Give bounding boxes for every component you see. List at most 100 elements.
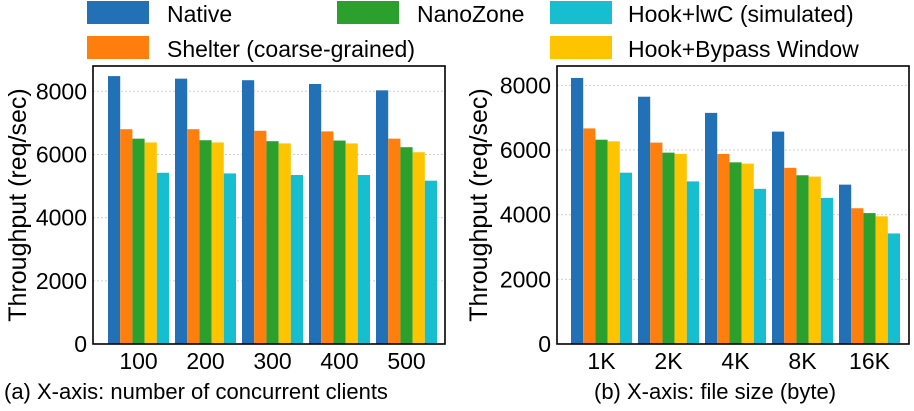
y-tick-label-b-4000: 4000 [500, 202, 551, 228]
bar-a-native-300 [242, 80, 255, 344]
y-axis-label-b: Throughput (req/sec) [465, 88, 493, 321]
bar-a-nanozone-300 [266, 141, 279, 344]
bar-b-hook-lwc-simulated-8k [820, 197, 833, 344]
bar-b-hook-lwc-simulated-1k [619, 172, 632, 344]
legend-label-shelter-main: Shelter [167, 36, 240, 62]
bar-a-hook-bypass-window-200 [211, 142, 224, 344]
y-ticks-a: 0 2000 4000 6000 8000 [36, 78, 87, 357]
bar-a-native-500 [376, 90, 389, 344]
bar-b-shelter-4k [717, 153, 730, 344]
bar-b-nanozone-8k [796, 175, 809, 344]
bar-b-hook-bypass-window-8k [808, 176, 821, 344]
x-ticks-b: 1K 2K 4K 8K 16K [587, 348, 890, 374]
legend-label-nanozone: NanoZone [417, 1, 524, 27]
bar-b-native-4k [705, 112, 718, 344]
legend-swatch-native [87, 1, 149, 24]
bar-b-hook-lwc-simulated-2k [686, 181, 699, 344]
chart-panel-a: 0 2000 4000 6000 8000 100 200 300 400 500 Throug… [4, 65, 446, 404]
legend-label-bypass: Hook+Bypass Window [628, 36, 859, 62]
bar-a-nanozone-400 [333, 140, 346, 344]
bar-b-native-8k [772, 131, 785, 344]
bars-a [108, 76, 437, 345]
bar-b-hook-bypass-window-4k [741, 163, 754, 344]
bar-a-shelter-200 [187, 129, 200, 344]
legend-label-hooklwc-suffix: (simulated) [733, 1, 853, 27]
legend-item-native: Native [87, 1, 232, 27]
legend-label-native: Native [167, 1, 232, 27]
y-tick-label-a-8000: 8000 [36, 78, 87, 104]
bar-b-hook-bypass-window-1k [607, 141, 620, 344]
y-axis-label-a: Throughput (req/sec) [4, 88, 32, 321]
y-tick-label-a-4000: 4000 [36, 205, 87, 231]
bar-a-hook-bypass-window-500 [412, 152, 425, 344]
chart-panel-b: 0 2000 4000 6000 8000 1K 2K 4K 8K 16K Throughput… [465, 65, 910, 404]
bar-a-nanozone-200 [199, 140, 212, 344]
y-tick-label-b-2000: 2000 [500, 266, 551, 292]
bar-b-shelter-16k [851, 208, 864, 344]
bar-a-hook-lwc-simulated-500 [424, 180, 437, 344]
bar-a-native-100 [108, 76, 121, 344]
bar-a-native-200 [175, 78, 188, 345]
legend-item-shelter: Shelter (coarse-grained) [87, 36, 415, 62]
caption-a: (a) X-axis: number of concurrent clients [4, 379, 388, 404]
y-tick-label-a-0: 0 [74, 331, 87, 357]
bar-a-hook-bypass-window-400 [345, 143, 358, 344]
bar-b-hook-lwc-simulated-4k [753, 188, 766, 344]
bar-b-shelter-8k [784, 167, 797, 344]
x-tick-label-b-2k: 2K [654, 348, 683, 374]
legend-item-hooklwc: Hook+lwC (simulated) [550, 1, 854, 27]
bar-a-hook-lwc-simulated-300 [290, 174, 303, 344]
legend-label-hooklwc: Hook+lwC (simulated) [628, 1, 854, 27]
bar-a-shelter-500 [388, 138, 401, 344]
bar-b-native-16k [839, 184, 852, 344]
bar-a-nanozone-500 [400, 147, 413, 344]
x-tick-label-a-500: 500 [387, 348, 425, 374]
bar-a-hook-bypass-window-100 [144, 142, 157, 344]
bar-a-shelter-100 [120, 129, 133, 344]
bar-b-nanozone-16k [863, 213, 876, 344]
bar-b-nanozone-2k [662, 152, 675, 344]
bar-b-shelter-2k [650, 142, 663, 344]
legend-item-nanozone: NanoZone [337, 1, 524, 27]
y-tick-label-b-8000: 8000 [500, 72, 551, 98]
x-tick-label-a-100: 100 [119, 348, 157, 374]
bar-a-nanozone-100 [132, 138, 145, 344]
legend-swatch-shelter [87, 36, 149, 59]
legend-swatch-hooklwc [550, 1, 612, 24]
plot-frame-a [92, 65, 446, 345]
bar-b-nanozone-1k [595, 139, 608, 344]
legend-label-hooklwc-main: Hook+lwC [628, 1, 733, 27]
x-tick-label-b-8k: 8K [788, 348, 817, 374]
legend-item-bypass: Hook+Bypass Window [550, 36, 859, 62]
x-tick-label-a-200: 200 [186, 348, 224, 374]
x-ticks-a: 100 200 300 400 500 [119, 348, 425, 374]
legend: Native NanoZone Hook+lwC (simulated) She… [87, 1, 859, 62]
bar-a-native-400 [309, 84, 322, 344]
x-tick-label-a-300: 300 [253, 348, 291, 374]
bar-b-native-1k [571, 77, 584, 345]
y-tick-label-a-6000: 6000 [36, 141, 87, 167]
legend-swatch-nanozone [337, 1, 399, 24]
bar-b-shelter-1k [583, 128, 596, 344]
legend-label-shelter: Shelter (coarse-grained) [167, 36, 415, 62]
bar-a-shelter-300 [254, 130, 267, 344]
y-tick-label-b-6000: 6000 [500, 137, 551, 163]
bar-a-hook-lwc-simulated-100 [156, 172, 169, 344]
x-tick-label-b-16k: 16K [849, 348, 891, 374]
plot-frame-b [556, 65, 910, 345]
x-tick-label-b-4k: 4K [721, 348, 750, 374]
bar-a-shelter-400 [321, 131, 334, 344]
bar-b-hook-bypass-window-2k [674, 153, 687, 344]
bar-a-hook-lwc-simulated-400 [357, 174, 370, 344]
x-tick-label-a-400: 400 [320, 348, 358, 374]
y-tick-label-a-2000: 2000 [36, 268, 87, 294]
bar-b-nanozone-4k [729, 162, 742, 344]
bar-a-hook-bypass-window-300 [278, 143, 291, 344]
legend-swatch-bypass [550, 36, 612, 59]
y-ticks-b: 0 2000 4000 6000 8000 [500, 72, 551, 357]
bar-b-native-2k [638, 96, 651, 344]
bars-b [571, 77, 900, 345]
bar-b-hook-bypass-window-16k [875, 216, 888, 344]
x-tick-label-b-1k: 1K [587, 348, 616, 374]
